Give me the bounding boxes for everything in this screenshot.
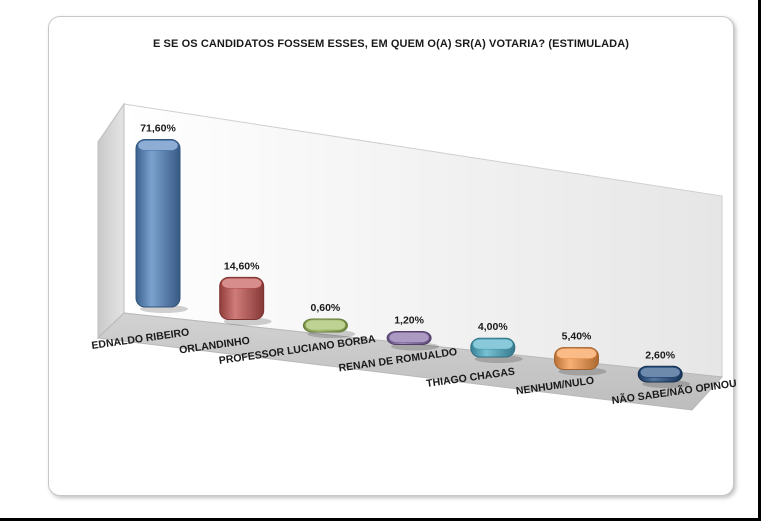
bar-7 <box>637 365 691 388</box>
chart-floor <box>96 312 724 411</box>
bar-5 <box>470 337 523 363</box>
data-label: 1,20% <box>394 315 424 327</box>
data-label: 4,00% <box>478 321 508 333</box>
chart-title: E SE OS CANDIDATOS FOSSEM ESSES, EM QUEM… <box>152 38 630 50</box>
data-label: 5,40% <box>562 331 592 343</box>
bar-4 <box>386 331 440 351</box>
bar-top <box>221 278 262 289</box>
bar-top <box>305 319 346 331</box>
data-label: 71,60% <box>140 122 176 134</box>
bar-3 <box>302 318 356 338</box>
bar-top <box>639 366 681 378</box>
side-wall <box>97 102 125 340</box>
bar-top <box>388 332 430 343</box>
data-label: 14,60% <box>224 260 260 272</box>
bar-top <box>137 140 179 151</box>
bar-top <box>556 348 597 359</box>
data-label: 0,60% <box>311 302 341 314</box>
bar-2 <box>219 276 272 326</box>
bar-1 <box>135 138 188 313</box>
bar-top <box>472 338 514 350</box>
bar-6 <box>554 347 607 376</box>
data-label: 2,60% <box>645 349 675 361</box>
bar-body <box>135 138 181 308</box>
